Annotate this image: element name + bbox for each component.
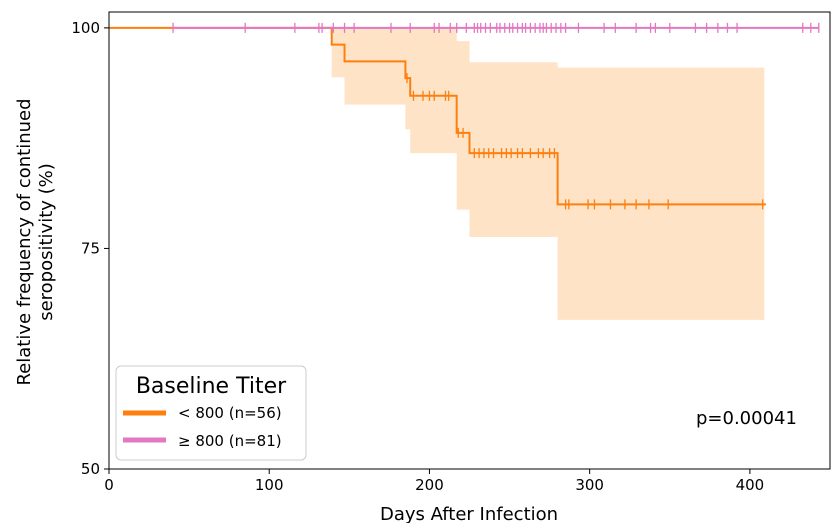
y-axis-title-line2: seropositivity (%) [36, 163, 57, 321]
legend-label-low-titer: < 800 (n=56) [178, 404, 282, 422]
x-tick-label: 300 [575, 476, 604, 494]
legend-label-high-titer: ≥ 800 (n=81) [178, 432, 282, 450]
km-line-low-titer [109, 26, 766, 206]
x-tick-label: 100 [255, 476, 284, 494]
legend-title: Baseline Titer [136, 374, 287, 399]
plot-area [109, 22, 820, 320]
x-tick-label: 200 [415, 476, 444, 494]
y-tick-label: 100 [71, 19, 100, 37]
legend-box [115, 365, 307, 461]
axes: 0 100 200 300 400 50 75 100 [71, 19, 764, 494]
legend: Baseline Titer < 800 (n=56) ≥ 800 (n=81) [115, 365, 307, 461]
x-axis-title: Days After Infection [380, 504, 558, 523]
y-tick-label: 75 [81, 239, 100, 257]
x-tick-label: 0 [104, 476, 114, 494]
y-axis-title-line1: Relative frequency of continued [14, 98, 35, 385]
plot-frame [108, 11, 831, 470]
ci-band-low-titer [331, 27, 765, 320]
x-tick-label: 400 [736, 476, 765, 494]
y-tick-label: 50 [81, 460, 100, 478]
p-value-annotation: p=0.00041 [696, 408, 797, 429]
